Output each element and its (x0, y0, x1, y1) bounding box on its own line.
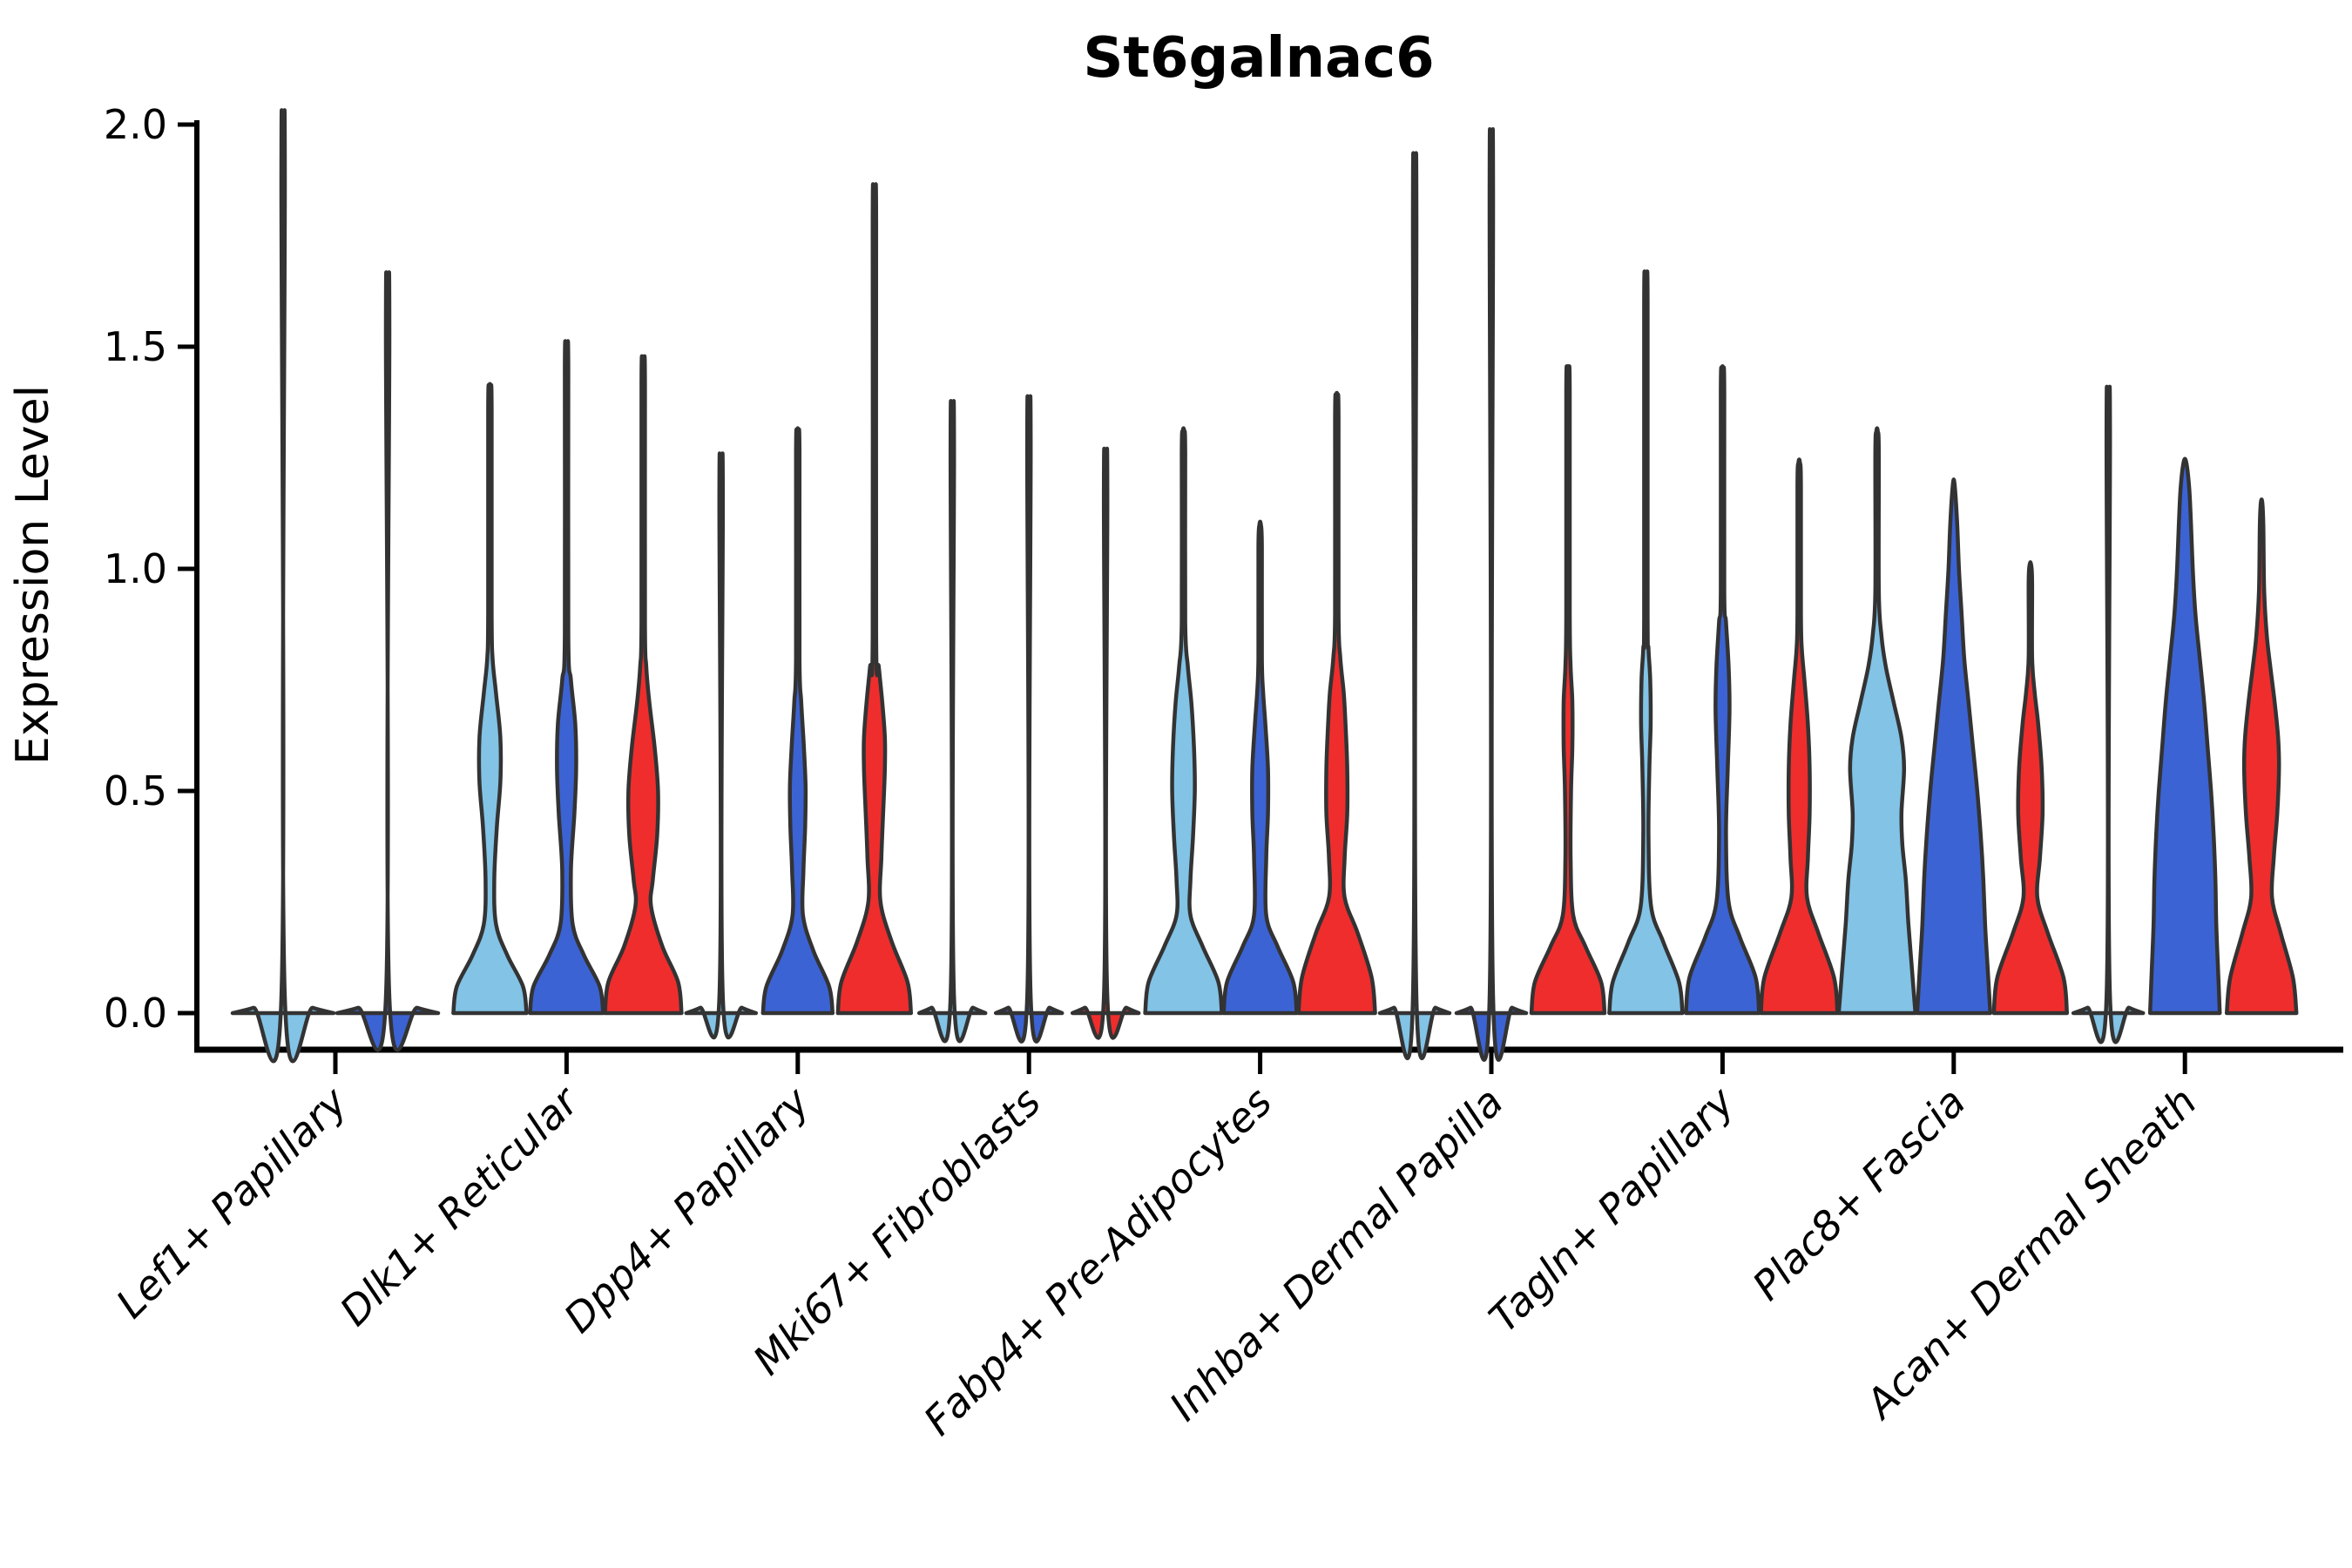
y-axis-label: Expression Level (7, 385, 59, 765)
y-tick-label: 1.5 (104, 323, 167, 370)
violin-layer (230, 108, 2299, 1064)
category-label-1: Lef1+ Papillary (107, 1078, 356, 1327)
violin-inhba-red (1529, 364, 1607, 1016)
violin-tagln-blue (1684, 364, 1761, 1016)
violin-mki67-blue (993, 394, 1064, 1044)
violin-tagln-red (1759, 457, 1840, 1016)
violin-inhba-light-blue (1377, 151, 1452, 1060)
category-label-2: Dlk1+ Reticular (331, 1076, 590, 1335)
category-label-8: Plac8+ Fascia (1743, 1078, 1974, 1309)
violin-dpp4-blue (760, 426, 835, 1016)
violin-acan-light-blue (2071, 384, 2146, 1044)
y-tick-label: 0.5 (104, 767, 167, 814)
y-tick-label: 0.0 (104, 990, 167, 1037)
violin-mki67-red (1070, 447, 1141, 1040)
chart-title: St6galnac6 (1083, 26, 1434, 91)
violin-plac8-light-blue (1836, 426, 1918, 1016)
axes-layer (178, 120, 2343, 1074)
violin-tagln-light-blue (1607, 269, 1685, 1016)
violin-dpp4-red (835, 182, 914, 1016)
violin-dlk1-light-blue (451, 382, 529, 1016)
category-label-7: Tagln+ Papillary (1480, 1078, 1744, 1342)
violin-dpp4-light-blue (684, 451, 759, 1040)
violin-fabp4-blue (1221, 519, 1299, 1016)
violin-dlk1-blue (528, 339, 605, 1016)
y-tick-label: 1.0 (104, 545, 167, 592)
violin-inhba-blue (1454, 127, 1529, 1062)
violin-acan-blue (2147, 456, 2222, 1016)
violin-acan-red (2224, 497, 2299, 1016)
violin-dlk1-red (603, 354, 684, 1016)
category-label-3: Dpp4+ Papillary (555, 1078, 819, 1342)
violin-plac8-blue (1915, 477, 1993, 1016)
y-tick-label: 2.0 (104, 101, 167, 148)
violin-lef1-light-blue (230, 108, 336, 1064)
violin-plac8-red (1991, 560, 2070, 1016)
violin-fabp4-light-blue (1143, 426, 1224, 1016)
violin-fabp4-red (1296, 390, 1377, 1016)
violin-mki67-light-blue (916, 399, 988, 1044)
violin-lef1-blue (335, 270, 441, 1052)
